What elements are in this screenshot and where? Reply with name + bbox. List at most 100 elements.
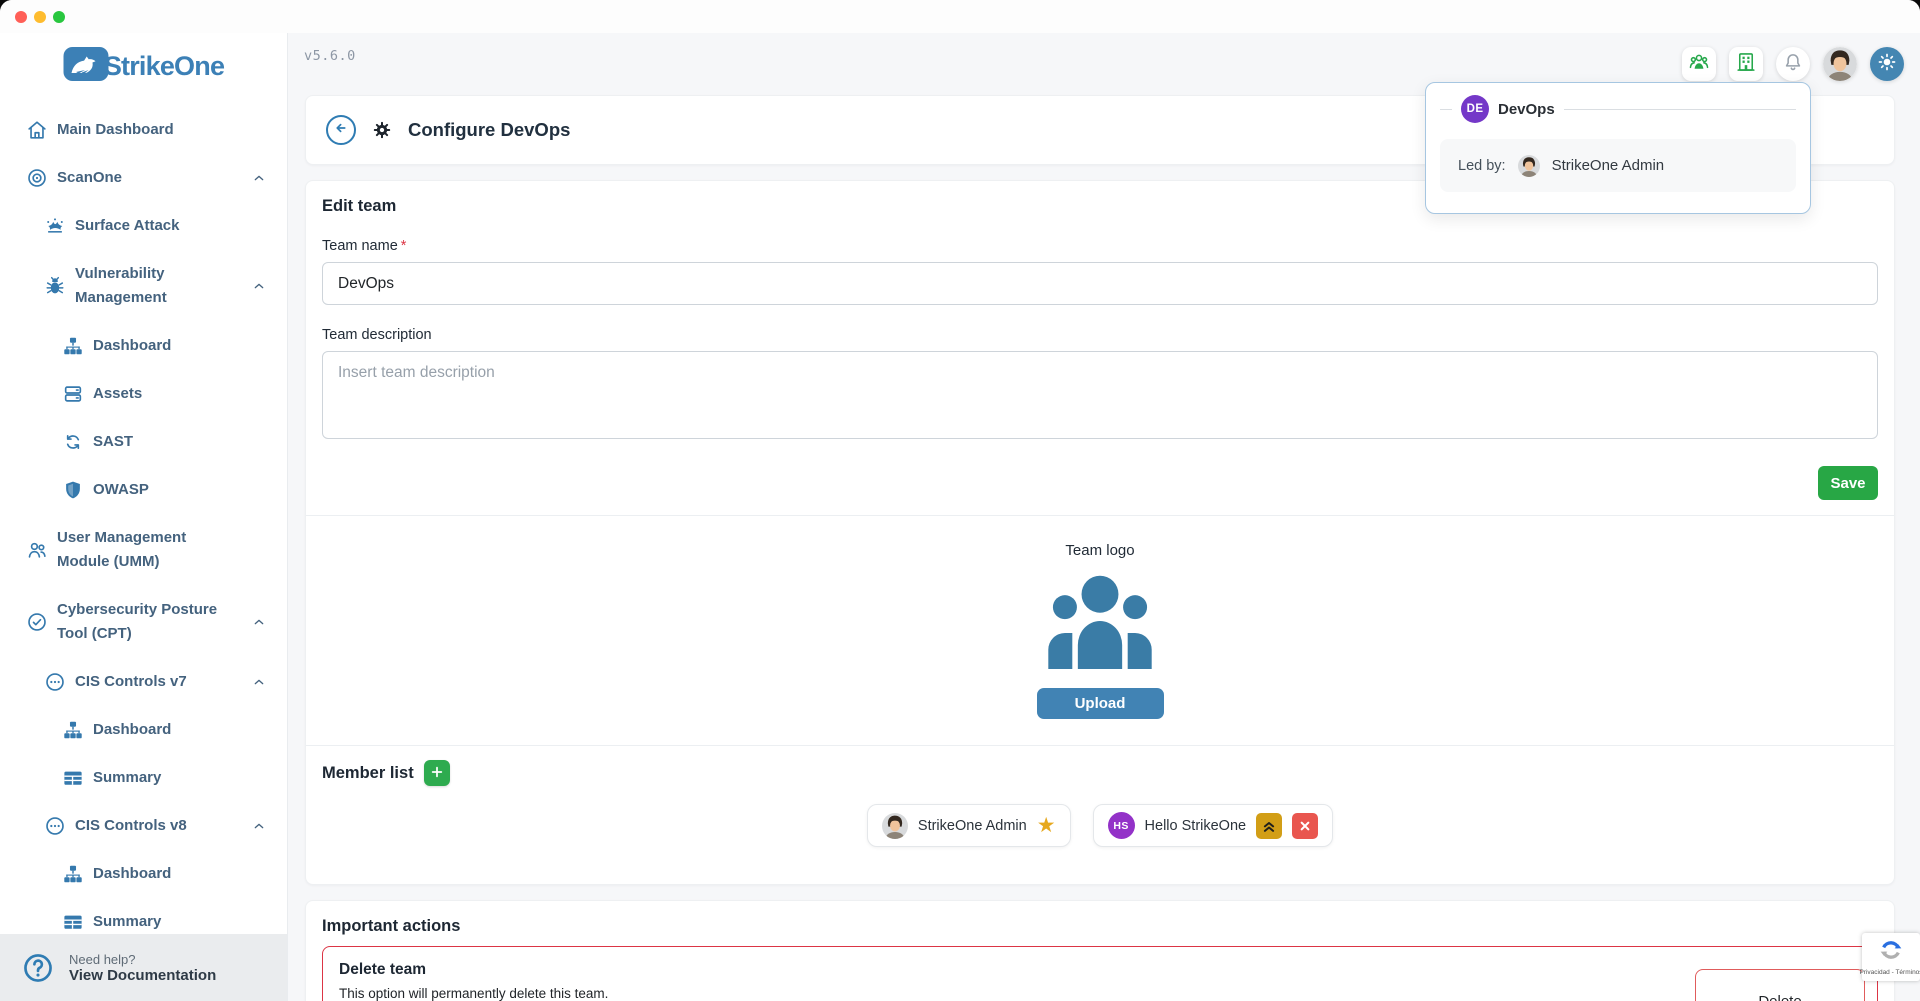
sidebar: StrikeOne Main Dashboard ScanOne Surface A… bbox=[0, 33, 288, 1001]
important-actions-heading: Important actions bbox=[322, 917, 461, 935]
chevron-up-icon bbox=[251, 674, 267, 690]
required-asterisk: * bbox=[400, 238, 407, 254]
sidebar-item-label: Summary bbox=[93, 769, 162, 786]
strikeone-bird-icon bbox=[63, 46, 109, 87]
sidebar-item-label: CIS Controls v8 bbox=[75, 817, 187, 834]
sitemap-icon bbox=[62, 719, 84, 741]
team-description-input[interactable] bbox=[322, 351, 1878, 439]
page-content: Configure DevOps Edit team Team name* Te… bbox=[288, 78, 1920, 1001]
delete-team-button[interactable]: Delete bbox=[1695, 969, 1865, 1001]
sidebar-nav: Main Dashboard ScanOne Surface Attack Vulne… bbox=[0, 93, 287, 946]
server-icon bbox=[62, 383, 84, 405]
organization-button[interactable] bbox=[1729, 46, 1763, 81]
chevron-up-icon bbox=[251, 170, 267, 186]
sidebar-item-scanone[interactable]: ScanOne bbox=[0, 154, 287, 202]
sidebar-item-summary[interactable]: Summary bbox=[0, 754, 287, 802]
close-window-button[interactable] bbox=[15, 11, 27, 23]
sidebar-item-label: Dashboard bbox=[93, 337, 172, 354]
sidebar-item-dashboard[interactable]: Dashboard bbox=[0, 322, 287, 370]
sidebar-item-cybersecurity-posture-tool-cpt[interactable]: Cybersecurity Posture Tool (CPT) bbox=[0, 586, 287, 658]
notifications-button[interactable] bbox=[1776, 46, 1810, 81]
code-branch-icon bbox=[62, 431, 84, 453]
sidebar-item-label: Surface Attack bbox=[75, 217, 180, 234]
sidebar-item-label: Dashboard bbox=[93, 865, 172, 882]
sidebar-item-label: Main Dashboard bbox=[57, 121, 174, 138]
plus-icon bbox=[429, 764, 445, 783]
sidebar-item-dashboard[interactable]: Dashboard bbox=[0, 706, 287, 754]
add-member-button[interactable] bbox=[423, 760, 450, 786]
sidebar-item-label: ScanOne bbox=[57, 169, 123, 186]
gear-icon bbox=[372, 120, 392, 140]
eye-icon bbox=[26, 167, 48, 189]
promote-member-button[interactable] bbox=[1256, 812, 1283, 839]
user-avatar bbox=[1823, 46, 1857, 81]
sidebar-item-assets[interactable]: Assets bbox=[0, 370, 287, 418]
save-button[interactable]: Save bbox=[1818, 466, 1878, 500]
sidebar-item-label: Dashboard bbox=[93, 721, 172, 738]
upload-logo-button[interactable]: Upload bbox=[1036, 688, 1164, 719]
sidebar-item-main-dashboard[interactable]: Main Dashboard bbox=[0, 106, 287, 154]
member-chip-hello-strikeone[interactable]: HS Hello StrikeOne bbox=[1092, 804, 1334, 847]
table-icon bbox=[62, 911, 84, 933]
question-circle-icon bbox=[22, 952, 54, 984]
sidebar-item-user-management-module-umm[interactable]: User Management Module (UMM) bbox=[0, 514, 287, 586]
check-circle-icon bbox=[26, 611, 48, 633]
sidebar-item-owasp[interactable]: OWASP bbox=[0, 466, 287, 514]
building-icon bbox=[1735, 51, 1757, 76]
chevron-up-icon bbox=[251, 614, 267, 630]
sidebar-item-vulnerability-management[interactable]: Vulnerability Management bbox=[0, 250, 287, 322]
member-chip-strikeone-admin[interactable]: StrikeOne Admin ★ bbox=[866, 804, 1071, 847]
leader-avatar bbox=[1517, 154, 1540, 177]
bug-icon bbox=[44, 275, 66, 297]
theme-toggle-button[interactable] bbox=[1870, 46, 1904, 81]
sidebar-item-label: SAST bbox=[93, 433, 134, 450]
member-name: StrikeOne Admin bbox=[917, 817, 1027, 834]
chevron-up-icon bbox=[251, 278, 267, 294]
team-name-input[interactable] bbox=[322, 262, 1878, 305]
app-version: v5.6.0 bbox=[304, 47, 356, 64]
sitemap-icon bbox=[62, 335, 84, 357]
need-help-text: Need help? bbox=[69, 951, 136, 967]
team-name-label: Team name * bbox=[322, 238, 407, 254]
sidebar-item-label: User Management Module (UMM) bbox=[57, 529, 187, 570]
divider bbox=[1563, 108, 1796, 110]
delete-team-section: Delete team This option will permanently… bbox=[322, 946, 1878, 1001]
divider bbox=[306, 515, 1894, 516]
edit-team-card: Edit team Team name* Team description Sa… bbox=[305, 180, 1895, 885]
team-popup: DE DevOps Led by: StrikeOne Admin bbox=[1425, 82, 1811, 214]
app-logo[interactable]: StrikeOne bbox=[0, 33, 287, 93]
sidebar-item-sast[interactable]: SAST bbox=[0, 418, 287, 466]
profile-menu-button[interactable] bbox=[1823, 46, 1857, 81]
member-avatar bbox=[881, 812, 908, 839]
member-list-heading: Member list bbox=[322, 763, 414, 782]
sidebar-item-surface-attack[interactable]: Surface Attack bbox=[0, 202, 287, 250]
teams-button[interactable] bbox=[1682, 46, 1716, 81]
sidebar-item-label: Summary bbox=[93, 913, 162, 930]
view-documentation-link[interactable]: View Documentation bbox=[69, 966, 217, 984]
page-title: Configure DevOps bbox=[408, 119, 571, 140]
member-name: Hello StrikeOne bbox=[1144, 817, 1247, 834]
zoom-window-button[interactable] bbox=[53, 11, 65, 23]
leader-name: StrikeOne Admin bbox=[1551, 157, 1665, 174]
recaptcha-text: Privacidad - Términos bbox=[1859, 969, 1920, 976]
sidebar-item-cis-controls-v8[interactable]: CIS Controls v8 bbox=[0, 802, 287, 850]
sidebar-item-label: Assets bbox=[93, 385, 143, 402]
edit-team-heading: Edit team bbox=[322, 197, 397, 215]
logo-text: StrikeOne bbox=[103, 51, 225, 81]
team-logo-label: Team logo bbox=[1065, 542, 1135, 559]
titlebar bbox=[0, 0, 1920, 33]
sidebar-item-cis-controls-v7[interactable]: CIS Controls v7 bbox=[0, 658, 287, 706]
topbar: v5.6.0 bbox=[288, 33, 1920, 81]
home-icon bbox=[26, 119, 48, 141]
back-button[interactable] bbox=[326, 115, 356, 145]
team-initials-avatar: DE bbox=[1461, 95, 1489, 123]
recaptcha-icon bbox=[1879, 938, 1903, 967]
recaptcha-badge[interactable]: Privacidad - Términos bbox=[1859, 933, 1920, 981]
shield-icon bbox=[62, 479, 84, 501]
team-group-icon bbox=[1043, 573, 1157, 674]
sidebar-item-dashboard[interactable]: Dashboard bbox=[0, 850, 287, 898]
sidebar-item-summary[interactable]: Summary bbox=[0, 898, 287, 946]
remove-member-button[interactable] bbox=[1292, 812, 1319, 839]
minimize-window-button[interactable] bbox=[34, 11, 46, 23]
